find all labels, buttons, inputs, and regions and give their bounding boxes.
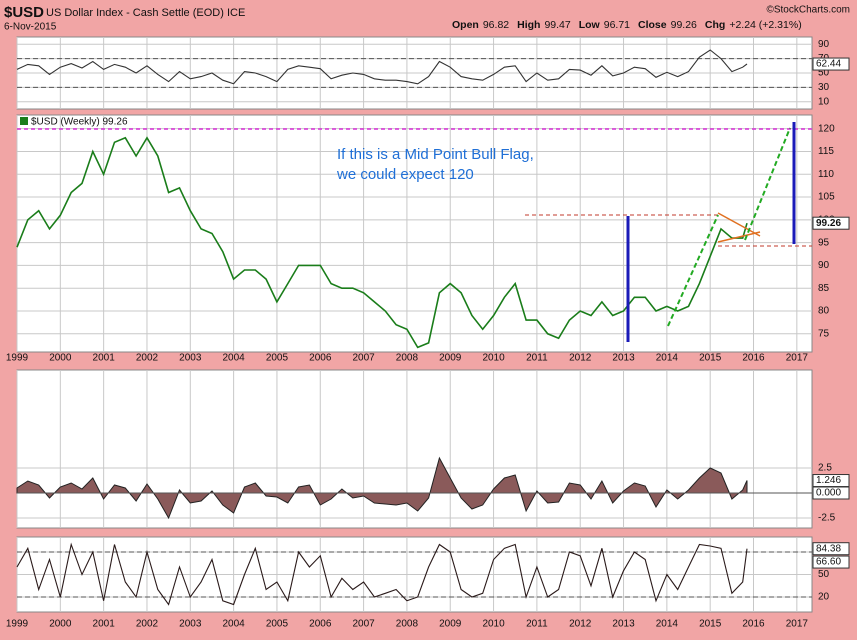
value-marker-label: 99.26 — [816, 218, 841, 229]
x-tick-label: 2007 — [352, 353, 375, 364]
y-tick-label: 30 — [818, 82, 830, 93]
value-marker-box — [812, 57, 850, 71]
y-tick-label: 120 — [818, 123, 835, 134]
x-tick-label: 2016 — [742, 619, 765, 630]
panel — [16, 114, 813, 353]
date: 6-Nov-2015 — [4, 22, 57, 33]
y-tick-label: 75 — [818, 328, 830, 339]
trend-line — [667, 214, 719, 327]
value-marker-box — [812, 216, 850, 230]
y-tick-label: 95 — [818, 237, 830, 248]
x-tick-label: 2013 — [612, 353, 635, 364]
x-tick-label: 2014 — [656, 619, 679, 630]
x-tick-label: 2003 — [179, 619, 202, 630]
line — [16, 542, 748, 606]
y-tick-label: 110 — [818, 169, 834, 180]
x-tick-label: 2006 — [309, 619, 332, 630]
area — [16, 456, 748, 520]
x-tick-label: 2007 — [352, 619, 375, 630]
x-tick-label: 2008 — [396, 619, 419, 630]
value-marker-box — [812, 542, 850, 556]
value-marker-label: 62.44 — [816, 59, 841, 70]
x-tick-label: 2015 — [699, 619, 722, 630]
y-tick-label: 80 — [818, 306, 830, 317]
x-tick-label: 2000 — [49, 619, 72, 630]
y-tick-label: 90 — [818, 39, 830, 50]
y-tick-label: 20 — [818, 592, 830, 603]
quote-value: 99.26 — [671, 19, 697, 31]
x-tick-label: 2006 — [309, 353, 332, 364]
y-tick-label: 85 — [818, 283, 830, 294]
quote-label: Close — [638, 19, 667, 31]
value-marker-label: 84.38 — [816, 543, 841, 554]
x-tick-label: 2010 — [482, 353, 505, 364]
x-tick-label: 2003 — [179, 353, 202, 364]
x-tick-label: 1999 — [6, 619, 29, 630]
y-tick-label: 50 — [818, 569, 830, 580]
legend-swatch — [20, 117, 28, 125]
value-marker-label: 1.246 — [816, 475, 841, 486]
x-tick-label: 2005 — [266, 619, 289, 630]
x-tick-label: 2010 — [482, 619, 505, 630]
quote-label: High — [517, 19, 540, 31]
value-marker-label: 0.000 — [816, 488, 841, 499]
x-tick-label: 2000 — [49, 353, 72, 364]
x-tick-label: 2015 — [699, 353, 722, 364]
value-marker-box — [812, 486, 850, 500]
quote-value: 96.82 — [483, 19, 509, 31]
x-tick-label: 2013 — [612, 619, 635, 630]
annotation: we could expect 120 — [336, 166, 474, 183]
x-tick-label: 2011 — [526, 353, 548, 364]
annotation: If this is a Mid Point Bull Flag, — [337, 146, 534, 163]
symbol: $USD — [4, 4, 44, 21]
x-tick-label: 2002 — [136, 619, 159, 630]
x-tick-label: 2016 — [742, 353, 765, 364]
y-tick-label: 50 — [818, 68, 830, 79]
y-tick-label: 90 — [818, 260, 830, 271]
y-tick-label: 10 — [818, 96, 830, 107]
line — [16, 49, 748, 85]
quote-label: Open — [452, 19, 479, 31]
quote-value: 99.47 — [544, 19, 570, 31]
flag-line — [717, 212, 761, 237]
x-tick-label: 1999 — [6, 353, 29, 364]
legend-label: $USD (Weekly) 99.26 — [31, 117, 128, 128]
x-tick-label: 2004 — [222, 619, 245, 630]
x-tick-label: 2005 — [266, 353, 289, 364]
x-tick-label: 2009 — [439, 353, 462, 364]
x-tick-label: 2009 — [439, 619, 462, 630]
y-tick-label: 105 — [818, 192, 835, 203]
x-tick-label: 2001 — [93, 619, 116, 630]
projection-line — [744, 127, 791, 241]
value-marker-box — [812, 555, 850, 569]
x-tick-label: 2017 — [786, 619, 809, 630]
quote-value: +2.24 (+2.31%) — [729, 19, 801, 31]
quote-value: 96.71 — [604, 19, 630, 31]
instrument-name: US Dollar Index - Cash Settle (EOD) ICE — [46, 7, 245, 19]
x-tick-label: 2012 — [569, 353, 592, 364]
y-tick-label: 115 — [818, 146, 834, 157]
credit: ©StockCharts.com — [766, 5, 850, 16]
y-tick-label: 2.5 — [818, 463, 832, 474]
x-tick-label: 2004 — [222, 353, 245, 364]
y-tick-label: -2.5 — [818, 513, 836, 524]
x-tick-label: 2017 — [786, 353, 809, 364]
quote-label: Low — [579, 19, 601, 31]
x-tick-label: 2014 — [656, 353, 679, 364]
x-tick-label: 2002 — [136, 353, 159, 364]
x-tick-label: 2012 — [569, 619, 592, 630]
quote-label: Chg — [705, 19, 725, 31]
line — [16, 136, 748, 349]
flag-line — [717, 231, 761, 243]
x-tick-label: 2008 — [396, 353, 419, 364]
x-tick-label: 2001 — [93, 353, 116, 364]
value-marker-label: 66.60 — [816, 557, 841, 568]
x-tick-label: 2011 — [526, 619, 548, 630]
